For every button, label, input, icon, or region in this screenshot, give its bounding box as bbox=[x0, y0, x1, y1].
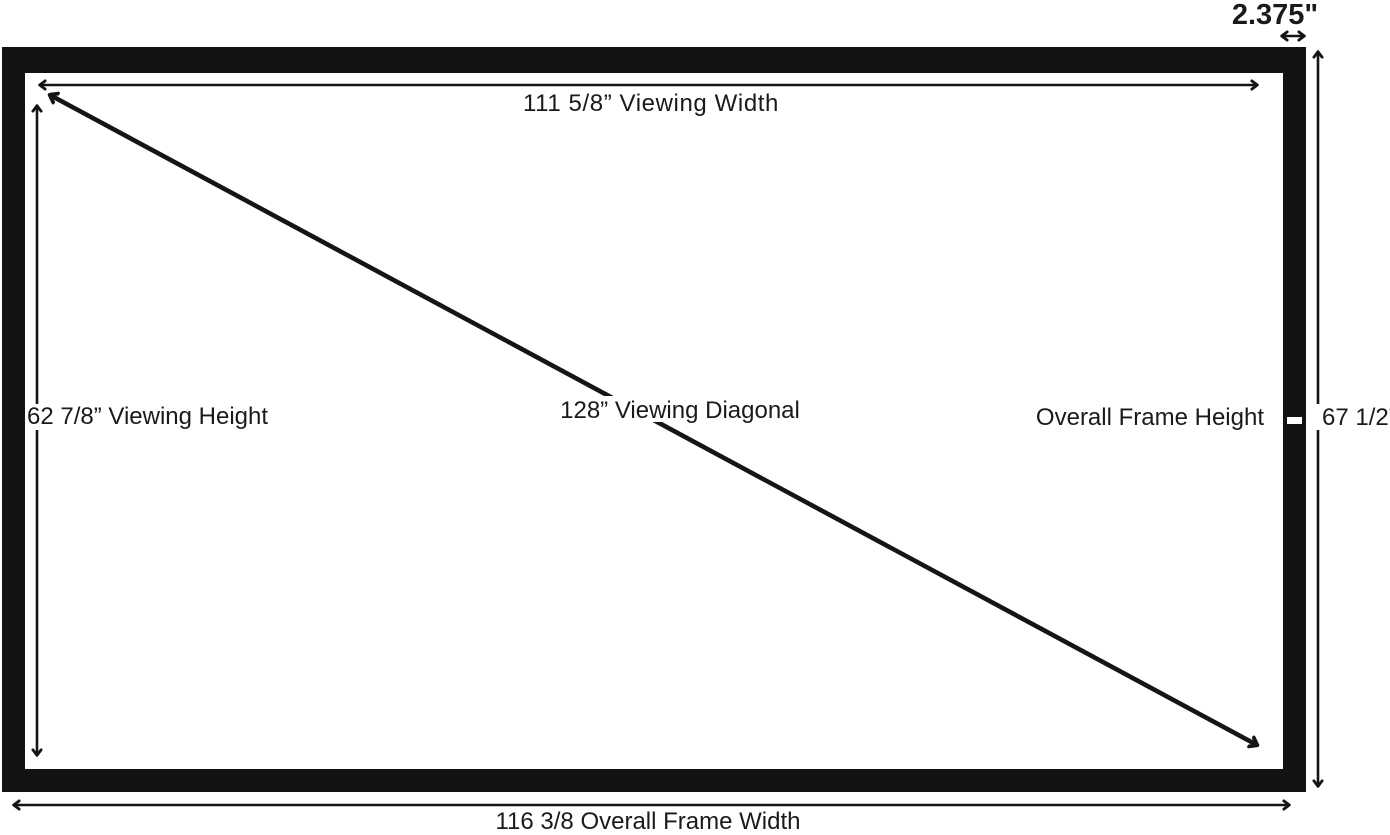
svg-text:Overall Frame Height: Overall Frame Height bbox=[1036, 404, 1264, 431]
svg-text:67 1/2”: 67 1/2” bbox=[1322, 404, 1390, 431]
svg-text:2.375": 2.375" bbox=[1232, 0, 1318, 31]
svg-text:128” Viewing Diagonal: 128” Viewing Diagonal bbox=[560, 397, 800, 424]
svg-text:62 7/8” Viewing Height: 62 7/8” Viewing Height bbox=[27, 403, 268, 430]
svg-text:116 3/8 Overall Frame Width: 116 3/8 Overall Frame Width bbox=[495, 808, 800, 835]
svg-text:111 5/8” Viewing Width: 111 5/8” Viewing Width bbox=[523, 90, 779, 117]
